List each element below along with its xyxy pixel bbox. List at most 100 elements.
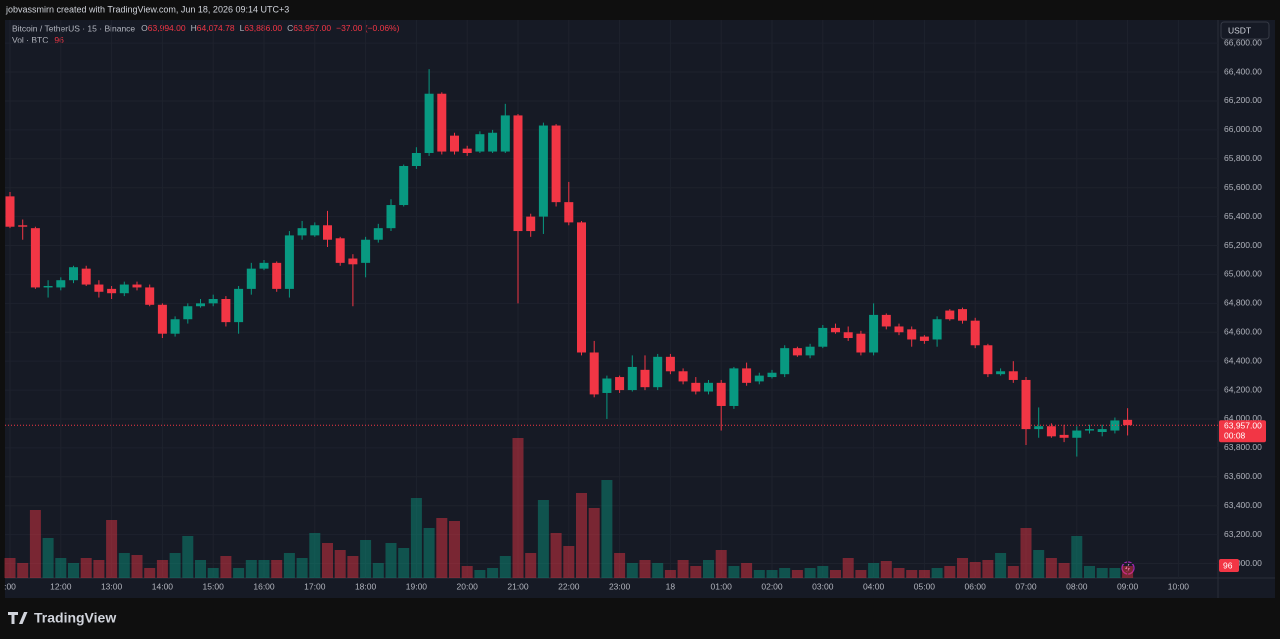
volume-bar: [449, 521, 460, 578]
candle-body: [894, 326, 904, 333]
volume-bar: [474, 570, 486, 578]
y-tick-label: 66,000.00: [1224, 124, 1262, 134]
header: jobvassmirn created with TradingView.com…: [5, 4, 289, 14]
x-tick-label: 23:00: [609, 581, 631, 591]
candle-body: [1008, 371, 1018, 380]
volume-bar: [220, 556, 232, 578]
x-tick-label: 05:00: [914, 581, 936, 591]
volume-bar: [537, 500, 549, 578]
candle-body: [208, 299, 218, 304]
y-tick-label: 65,600.00: [1224, 182, 1262, 192]
candle-body: [373, 228, 383, 240]
candle-body: [81, 268, 91, 285]
volume-bar: [144, 568, 156, 578]
y-tick-label: 64,000.00: [1224, 413, 1262, 423]
candle-body: [310, 225, 320, 236]
candle-body: [653, 356, 663, 388]
y-tick-label: 63,200.00: [1224, 529, 1262, 539]
candle-body: [272, 262, 282, 289]
volume-bar: [1045, 558, 1057, 578]
ohlc-key: L: [240, 23, 245, 33]
volume-bar: [893, 568, 905, 578]
candle-body: [577, 222, 586, 353]
volume-bar: [1096, 568, 1108, 578]
candles: [5, 69, 1133, 457]
volume-bar: [576, 493, 587, 578]
volume-axis-label: 96: [1223, 560, 1233, 570]
candle-body: [869, 314, 879, 353]
y-tick-label: 63,400.00: [1224, 500, 1262, 510]
candle-body: [678, 371, 688, 382]
volume-value-box: [1219, 559, 1239, 572]
candle-body: [1072, 430, 1082, 438]
volume-bar: [169, 553, 181, 578]
currency-box: [1220, 21, 1270, 40]
volume-bar: [677, 560, 689, 578]
volume-bar: [80, 558, 92, 578]
brand-icon: [8, 612, 28, 624]
volume-bar: [1033, 550, 1045, 578]
x-tick-label: 03:00: [812, 581, 834, 591]
candle-body: [246, 268, 256, 289]
volume-bar: [1109, 568, 1121, 578]
candle-body: [640, 369, 650, 388]
candle-body: [284, 235, 294, 289]
candle-body: [450, 135, 459, 152]
candle-body: [996, 371, 1006, 375]
x-tick-label: 20:00: [457, 581, 479, 591]
candle-body: [526, 216, 536, 232]
x-tick-label: 07:00: [1015, 581, 1037, 591]
volume-bar: [360, 540, 372, 578]
volume-bar: [398, 548, 410, 578]
candle-body: [551, 125, 561, 203]
x-tick-label: 13:00: [101, 581, 123, 591]
volume-bar: [957, 558, 968, 578]
candle-body: [297, 228, 307, 236]
change: −37.00 (−0.06%): [336, 23, 399, 33]
candle-body: [856, 333, 866, 353]
y-tick-label: 63,000.00: [1224, 558, 1262, 568]
candle-body: [627, 366, 637, 391]
candle-body: [589, 352, 599, 395]
candle-body: [1097, 429, 1107, 432]
candle-body: [932, 319, 942, 340]
volume-bar: [626, 563, 638, 578]
volume-bar: [372, 563, 384, 578]
x-tick-label: 09:00: [1117, 581, 1139, 591]
volume-bar: [258, 560, 270, 578]
volume-bar: [195, 560, 206, 578]
candle-body: [716, 382, 726, 406]
candle-body: [1110, 420, 1120, 431]
candle-body: [1123, 419, 1133, 426]
x-tick-label: 01:00: [711, 581, 733, 591]
volume-bar: [550, 533, 562, 578]
volume-bar: [68, 563, 79, 578]
candle-body: [386, 205, 396, 229]
volume-bar: [512, 438, 524, 578]
volume-bar: [995, 553, 1007, 578]
candle-body: [18, 225, 28, 227]
symbol: Bitcoin / TetherUS · 15 · Binance: [12, 23, 135, 33]
volume-bar: [880, 561, 892, 578]
x-tick-label: 19:00: [406, 581, 428, 591]
volume-bar: [804, 568, 816, 578]
volume-bar: [1007, 566, 1019, 578]
ohlc-key: O: [141, 23, 148, 33]
candle-body: [119, 284, 129, 294]
x-tick-label: 06:00: [965, 581, 987, 591]
candle-body: [170, 319, 180, 334]
countdown: 00:08: [1224, 430, 1246, 440]
volume-bar: [664, 570, 676, 578]
volume-bar: [969, 562, 981, 578]
volume-legend: Vol · BTC 96: [12, 35, 64, 45]
volume-bar: [182, 536, 194, 578]
volume-bar: [728, 566, 740, 578]
candle-body: [958, 309, 967, 321]
y-tick-label: 64,600.00: [1224, 326, 1262, 336]
volume-bar: [29, 510, 41, 578]
ohlc-key: H: [191, 23, 197, 33]
volume-bar: [1058, 563, 1070, 578]
volume-bar: [487, 568, 499, 578]
volume-bar: [601, 480, 613, 578]
